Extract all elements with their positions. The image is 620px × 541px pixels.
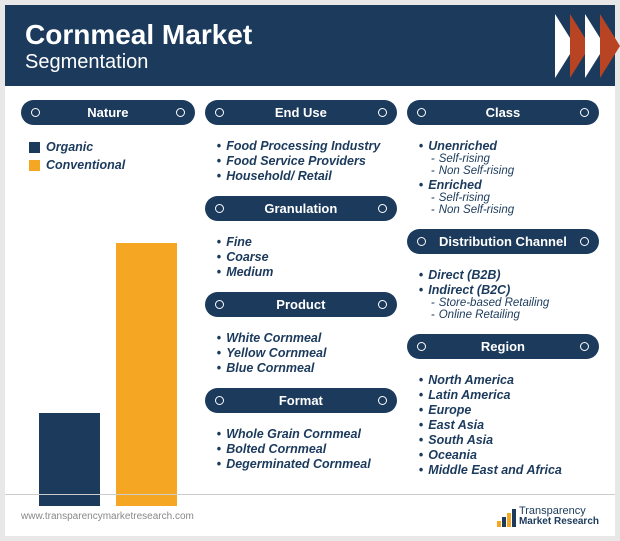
list-item: Yellow Cornmeal [217,345,389,360]
logo-text: Transparency Market Research [519,506,599,527]
box-header-label: Region [481,339,525,354]
logo: Transparency Market Research [497,506,599,527]
logo-bar [497,521,501,527]
legend-item: Conventional [29,156,187,174]
box-body: North AmericaLatin AmericaEuropeEast Asi… [407,367,599,482]
list-item: Food Processing Industry [217,138,389,153]
list-subitem: Store-based Retailing [419,297,591,309]
list-item: Degerminated Cornmeal [217,456,389,471]
list-item: Blue Cornmeal [217,360,389,375]
footer: www.transparencymarketresearch.com Trans… [5,494,615,536]
box-header-label: Nature [87,105,128,120]
list-item: Food Service Providers [217,153,389,168]
infographic-container: Cornmeal Market Segmentation Nature Orga… [0,0,620,541]
box-header: Format [205,388,397,413]
list-subitem: Self-rising [419,192,591,204]
legend-color-icon [29,160,40,171]
content: Nature Organic Conventional End Use Food P… [5,86,615,506]
list-item: Fine [217,234,389,249]
legend-label: Organic [46,140,93,154]
box-header-label: Class [486,105,521,120]
list-subitem: Online Retailing [419,309,591,321]
title-sub: Segmentation [25,51,595,74]
box-body: Whole Grain CornmealBolted CornmealDeger… [205,421,397,476]
list-item: Oceania [419,447,591,462]
box-header-label: Granulation [264,201,337,216]
logo-line2: Market Research [519,517,599,527]
logo-bar [502,517,506,527]
footer-url: www.transparencymarketresearch.com [21,511,194,522]
list-item: Middle East and Africa [419,462,591,477]
title-main: Cornmeal Market [25,19,595,51]
column-nature: Nature Organic Conventional [21,100,195,506]
list-item: Unenriched [419,138,591,153]
box-body: Direct (B2B)Indirect (B2C)Store-based Re… [407,262,599,326]
chart-bar [116,243,177,506]
logo-bars-icon [497,509,516,527]
list-item: East Asia [419,417,591,432]
legend-color-icon [29,142,40,153]
list-item: North America [419,372,591,387]
list-subitem: Non Self-rising [419,204,591,216]
legend: Organic Conventional [21,133,195,179]
box-body: FineCoarseMedium [205,229,397,284]
box-header: Granulation [205,196,397,221]
box-body: White CornmealYellow CornmealBlue Cornme… [205,325,397,380]
box-header-label: Distribution Channel [439,234,567,249]
box-header: Class [407,100,599,125]
legend-label: Conventional [46,158,125,172]
column-3: ClassUnenrichedSelf-risingNon Self-risin… [407,100,599,506]
header: Cornmeal Market Segmentation [5,5,615,86]
box-body: UnenrichedSelf-risingNon Self-risingEnri… [407,133,599,221]
list-item: Coarse [217,249,389,264]
list-item: Europe [419,402,591,417]
list-item: Household/ Retail [217,168,389,183]
list-subitem: Non Self-rising [419,165,591,177]
bar-chart [21,187,195,506]
legend-item: Organic [29,138,187,156]
box-header-label: Format [279,393,323,408]
box-body: Food Processing IndustryFood Service Pro… [205,133,397,188]
box-header-label: Product [276,297,325,312]
list-item: Enriched [419,177,591,192]
list-item: Latin America [419,387,591,402]
list-subitem: Self-rising [419,153,591,165]
box-header-label: End Use [275,105,327,120]
box-header: Distribution Channel [407,229,599,254]
list-item: South Asia [419,432,591,447]
logo-bar [512,509,516,527]
box-header: Region [407,334,599,359]
list-item: Bolted Cornmeal [217,441,389,456]
list-item: Whole Grain Cornmeal [217,426,389,441]
list-item: Direct (B2B) [419,267,591,282]
list-item: Indirect (B2C) [419,282,591,297]
logo-bar [507,513,511,527]
list-item: White Cornmeal [217,330,389,345]
chart-bar [39,413,100,506]
header-arrows-icon [555,5,615,86]
list-item: Medium [217,264,389,279]
box-header: Product [205,292,397,317]
column-2: End Use Food Processing IndustryFood Serv… [205,100,397,506]
box-header-nature: Nature [21,100,195,125]
box-header: End Use [205,100,397,125]
